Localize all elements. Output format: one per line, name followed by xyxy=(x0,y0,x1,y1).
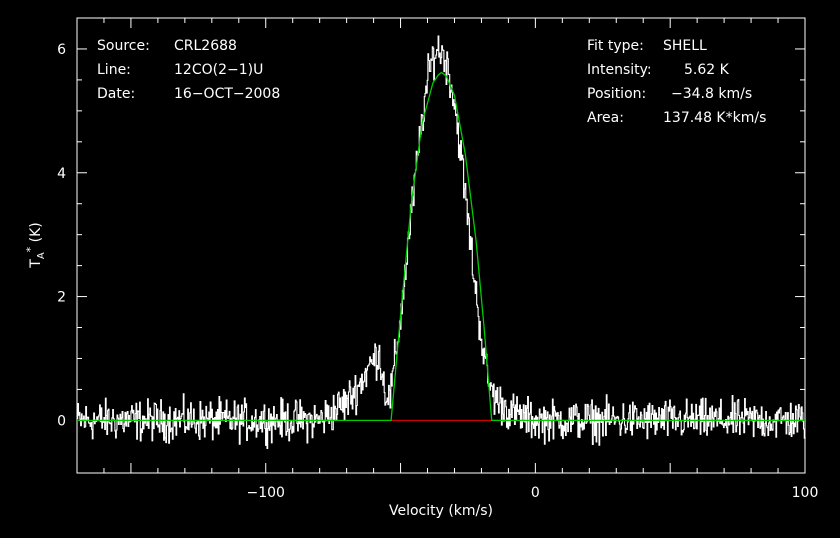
y-tick-label: 0 xyxy=(57,413,66,429)
info-left: Source: CRL2688 Line: 12CO(2−1)U Date: 1… xyxy=(97,38,280,102)
y-tick-label: 4 xyxy=(57,166,66,182)
observed-spectrum xyxy=(77,35,806,450)
info-fit-type-key: Fit type: xyxy=(587,38,644,54)
spectrum-curves xyxy=(77,35,806,450)
plot-frame xyxy=(76,17,806,474)
info-area-key: Area: xyxy=(587,110,624,126)
info-date-value: 16−OCT−2008 xyxy=(174,86,280,102)
x-tick-label: 0 xyxy=(531,485,540,501)
info-intensity-value: 5.62 K xyxy=(684,62,730,78)
info-area-value: 137.48 K*km/s xyxy=(663,110,766,126)
tick-labels: −100 0 100 0 2 4 6 xyxy=(57,42,818,501)
info-line-value: 12CO(2−1)U xyxy=(174,62,263,78)
info-source-key: Source: xyxy=(97,38,150,54)
fit-profile xyxy=(77,71,805,422)
x-tick-label: 100 xyxy=(792,485,819,501)
info-right: Fit type: SHELL Intensity: 5.62 K Positi… xyxy=(587,38,766,126)
x-tick-label: −100 xyxy=(247,485,285,501)
y-tick-label: 6 xyxy=(57,42,66,58)
x-axis-title: Velocity (km/s) xyxy=(389,503,493,519)
axis-ticks xyxy=(76,18,806,473)
info-intensity-key: Intensity: xyxy=(587,62,652,78)
info-position-key: Position: xyxy=(587,86,646,102)
info-date-key: Date: xyxy=(97,86,135,102)
info-fit-type-value: SHELL xyxy=(663,38,707,54)
svg-text:TA* (K): TA* (K) xyxy=(24,222,47,268)
info-source-value: CRL2688 xyxy=(174,38,237,54)
y-tick-label: 2 xyxy=(57,290,66,306)
y-axis-title: TA* (K) xyxy=(24,222,47,268)
info-position-value: −34.8 km/s xyxy=(671,86,752,102)
info-line-key: Line: xyxy=(97,62,131,78)
